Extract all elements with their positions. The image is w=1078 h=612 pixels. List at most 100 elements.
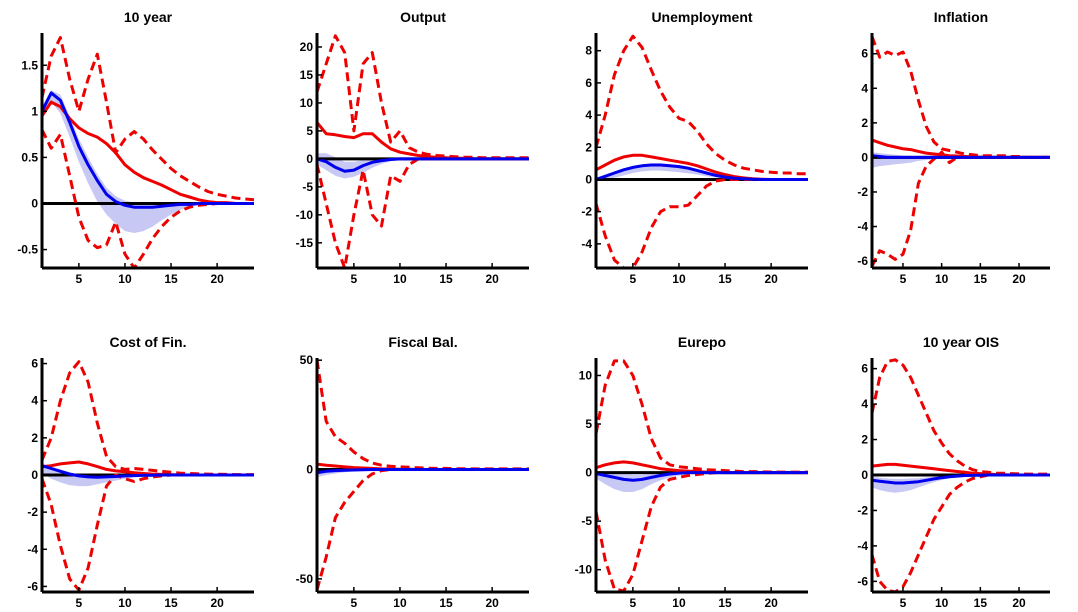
y-tick-label: -0.5	[17, 243, 38, 257]
x-tick-label: 5	[76, 272, 83, 286]
x-tick-label: 5	[900, 596, 907, 610]
plot-area	[42, 36, 254, 270]
y-tick-label: 4	[861, 397, 868, 411]
blue-response-line	[872, 473, 1050, 485]
panel-title: Unemployment	[651, 9, 752, 25]
y-tick-label: -2	[27, 505, 38, 519]
y-tick-label: -5	[581, 514, 592, 528]
x-tick-label: 20	[210, 596, 224, 610]
panel-6: Fiscal Bal. -50 0 50 5 10 15 20	[296, 334, 529, 610]
red-upper-bound	[42, 36, 254, 202]
y-tick-label: 4	[31, 394, 38, 408]
y-tick-label: -4	[27, 542, 38, 556]
red-response-line	[872, 462, 1050, 477]
red-upper-bound	[317, 34, 529, 160]
y-tick-label: 10	[579, 368, 593, 382]
plot-area	[317, 34, 529, 270]
x-tick-label: 15	[439, 596, 453, 610]
red-response-line	[596, 460, 808, 475]
y-tick-label: 10	[300, 96, 314, 110]
confidence-band	[596, 470, 808, 492]
x-tick-label: 10	[118, 272, 132, 286]
y-tick-label: 0	[585, 172, 592, 186]
x-tick-label: 10	[393, 272, 407, 286]
y-tick-label: 5	[585, 417, 592, 431]
x-tick-label: 15	[718, 272, 732, 286]
x-tick-label: 5	[900, 272, 907, 286]
y-tick-label: -4	[857, 220, 868, 234]
y-tick-label: 6	[585, 76, 592, 90]
x-tick-label: 10	[393, 596, 407, 610]
confidence-band	[42, 90, 254, 233]
x-tick-label: 20	[485, 272, 499, 286]
red-lower-bound	[317, 468, 529, 591]
panel-title: 10 year	[124, 9, 173, 25]
blue-response-line	[872, 154, 1050, 159]
y-tick-label: -50	[296, 572, 314, 586]
y-tick-label: -5	[302, 180, 313, 194]
y-tick-label: 50	[300, 353, 314, 367]
red-upper-bound	[596, 34, 808, 176]
y-tick-label: 6	[861, 362, 868, 376]
red-lower-bound	[872, 150, 1050, 267]
red-lower-bound	[872, 473, 1050, 594]
x-tick-label: 15	[718, 596, 732, 610]
y-tick-label: 15	[300, 68, 314, 82]
y-tick-label: -2	[581, 205, 592, 219]
blue-response-line	[596, 471, 808, 482]
y-tick-label: 0.5	[21, 150, 38, 164]
red-upper-bound	[42, 360, 254, 477]
x-tick-label: 15	[974, 272, 988, 286]
x-tick-label: 5	[630, 596, 637, 610]
red-upper-bound	[872, 35, 1050, 159]
confidence-band	[872, 152, 1050, 168]
x-tick-label: 10	[935, 596, 949, 610]
y-tick-label: -6	[857, 254, 868, 268]
panel-5: Cost of Fin. -6 -4 -2 0 2 4 6 5 10 15 20	[27, 334, 254, 610]
y-tick-label: 0	[861, 468, 868, 482]
y-tick-label: -2	[857, 503, 868, 517]
red-upper-bound	[317, 359, 529, 471]
x-tick-label: 15	[164, 272, 178, 286]
plot-area	[596, 359, 808, 593]
x-tick-label: 20	[1012, 272, 1026, 286]
panel-title: Output	[400, 9, 446, 25]
y-tick-label: 2	[31, 431, 38, 445]
panel-2: Output -15 -10 -5 0 5 10 15 20 5 10 15 20	[296, 9, 529, 286]
panel-title: Fiscal Bal.	[388, 334, 457, 350]
y-tick-label: 8	[585, 44, 592, 58]
plot-area	[596, 34, 808, 270]
y-tick-label: -10	[575, 563, 593, 577]
y-tick-label: -6	[857, 574, 868, 588]
blue-response-line	[596, 163, 808, 181]
panel-title: 10 year OIS	[923, 334, 999, 350]
y-tick-label: -10	[296, 208, 314, 222]
y-tick-label: -15	[296, 236, 314, 250]
panel-title: Inflation	[934, 9, 988, 25]
y-tick-label: 1.5	[21, 58, 38, 72]
y-tick-label: 0	[31, 196, 38, 210]
y-tick-label: 0	[306, 152, 313, 166]
y-tick-label: 4	[861, 81, 868, 95]
blue-response-line	[317, 157, 529, 173]
x-tick-label: 20	[764, 596, 778, 610]
blue-response-line	[42, 464, 254, 479]
y-tick-label: 0	[306, 463, 313, 477]
panel-3: Unemployment -4 -2 0 2 4 6 8 5 10 15 20	[581, 9, 808, 286]
y-tick-label: 0	[585, 466, 592, 480]
y-tick-label: -6	[27, 579, 38, 593]
y-tick-label: 4	[585, 108, 592, 122]
confidence-band	[872, 475, 1050, 493]
y-tick-label: -2	[857, 185, 868, 199]
x-tick-label: 5	[630, 272, 637, 286]
panel-title: Cost of Fin.	[110, 334, 187, 350]
y-tick-label: 5	[306, 124, 313, 138]
plot-area	[872, 35, 1050, 267]
y-tick-label: 2	[861, 433, 868, 447]
blue-response-line	[42, 91, 254, 209]
y-tick-label: 6	[861, 47, 868, 61]
blue-response-line	[317, 468, 529, 475]
x-tick-label: 20	[210, 272, 224, 286]
x-tick-label: 10	[672, 272, 686, 286]
